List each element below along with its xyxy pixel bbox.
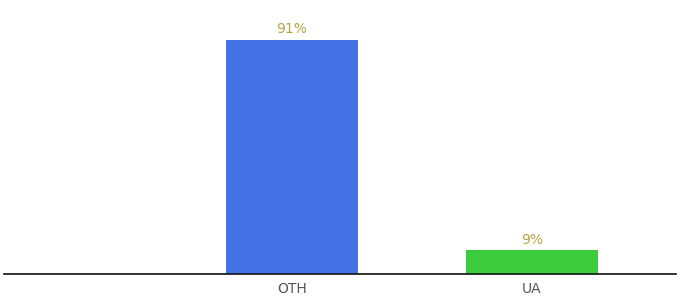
- Text: 91%: 91%: [277, 22, 307, 36]
- Bar: [226, 40, 358, 274]
- Text: 9%: 9%: [521, 232, 543, 247]
- Bar: [466, 250, 598, 274]
